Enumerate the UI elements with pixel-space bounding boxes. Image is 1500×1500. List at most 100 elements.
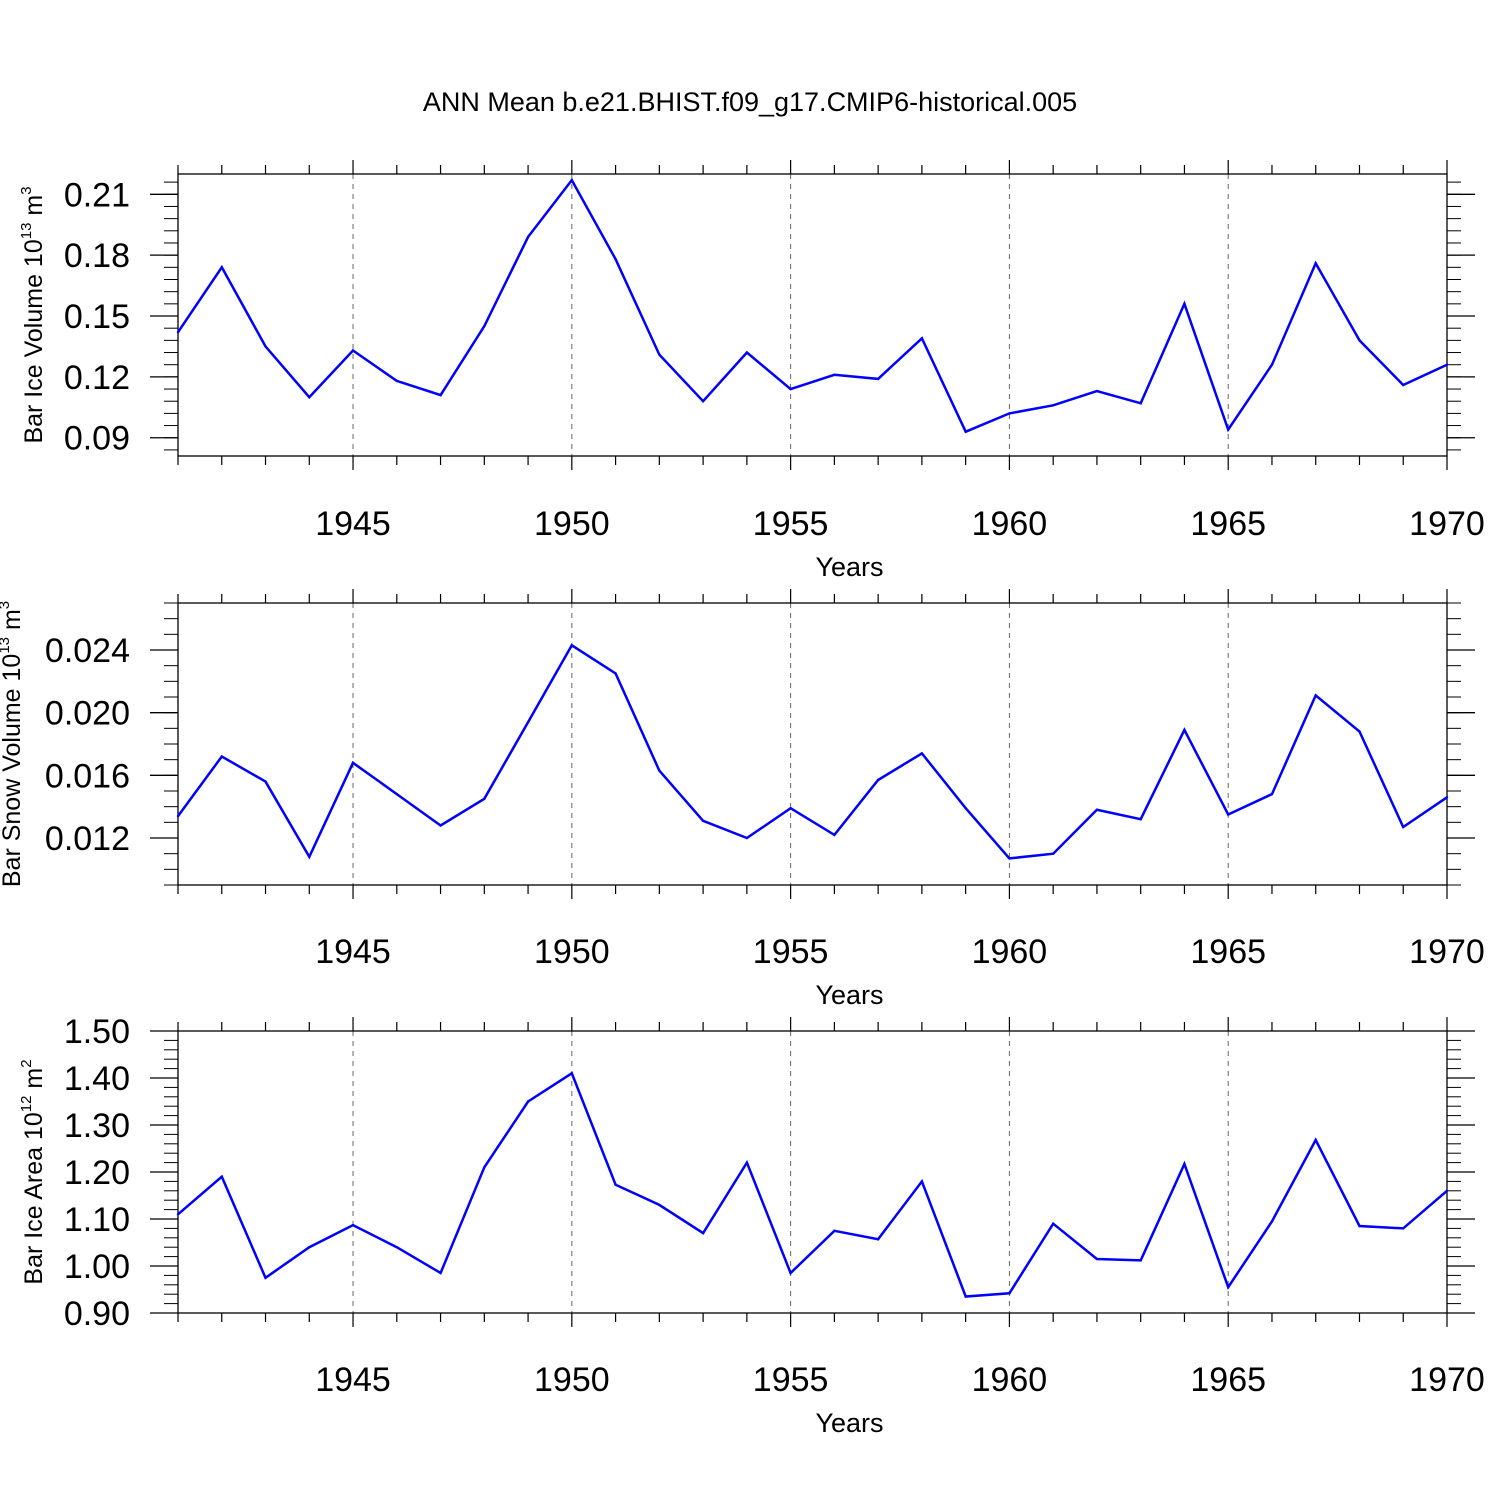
y-axis-title-text: Bar Ice Volume 10	[20, 239, 48, 443]
data-point	[1183, 302, 1186, 306]
data-point	[1051, 404, 1055, 407]
data-point	[570, 1072, 574, 1075]
data-point	[1227, 1285, 1230, 1289]
data-point	[833, 1229, 836, 1232]
x-tick-label: 1965	[1190, 933, 1266, 971]
x-tick-label: 1970	[1409, 505, 1485, 543]
data-point	[701, 1231, 705, 1235]
data-point	[264, 1276, 267, 1279]
data-point	[745, 1161, 749, 1164]
x-tick-label: 1950	[534, 933, 610, 971]
data-point	[176, 1213, 180, 1216]
data-point	[1270, 1220, 1274, 1223]
y-tick-label: 0.012	[45, 820, 130, 858]
data-point	[789, 807, 792, 810]
data-point	[658, 769, 661, 772]
data-point	[220, 1175, 223, 1178]
y-tick-label: 0.90	[64, 1295, 130, 1333]
x-axis-title: Years	[815, 552, 883, 582]
data-point	[876, 1238, 880, 1241]
data-point	[264, 345, 267, 348]
data-point	[789, 1271, 792, 1275]
y-tick-label: 0.020	[45, 695, 130, 733]
data-point	[308, 1246, 311, 1249]
data-point	[1402, 1227, 1405, 1230]
data-point	[395, 379, 398, 383]
data-point	[439, 393, 442, 397]
data-point	[964, 430, 967, 433]
y-tick-label: 0.024	[45, 632, 130, 670]
y-tick-label: 0.016	[45, 757, 130, 795]
data-point	[920, 752, 924, 755]
y-axis-title-text: m	[20, 195, 48, 223]
data-point	[1445, 1189, 1449, 1193]
x-tick-label: 1965	[1190, 505, 1266, 543]
series-line	[176, 177, 1448, 434]
y-axis-title-text: Bar Snow Volume 10	[0, 654, 26, 887]
data-point	[658, 1203, 661, 1207]
data-point	[220, 755, 223, 758]
data-point	[1402, 825, 1405, 829]
data-point	[701, 819, 705, 822]
data-point	[1270, 363, 1274, 366]
y-tick-label: 0.09	[64, 420, 130, 458]
y-tick-label: 0.18	[64, 237, 130, 275]
data-point	[614, 672, 617, 675]
y-axis-title: Bar Ice Volume 1013 m3	[18, 186, 48, 443]
data-point	[483, 797, 486, 801]
y-axis-title: Bar Ice Area 1012 m2	[18, 1059, 48, 1284]
x-tick-label: 1945	[315, 933, 391, 971]
data-point	[920, 337, 924, 340]
data-point	[308, 855, 311, 858]
data-point	[1358, 730, 1361, 733]
data-point	[351, 1223, 355, 1227]
data-point	[395, 1246, 398, 1249]
x-tick-label: 1970	[1409, 933, 1485, 971]
data-point	[1008, 412, 1011, 415]
y-tick-label: 1.20	[64, 1154, 130, 1192]
data-point	[1008, 1292, 1011, 1295]
data-point	[483, 1166, 486, 1169]
data-point	[483, 324, 486, 328]
data-point	[264, 780, 267, 783]
data-point	[745, 836, 749, 840]
x-tick-label: 1955	[753, 1361, 829, 1399]
data-point	[1314, 1138, 1317, 1142]
data-point	[1095, 1257, 1099, 1261]
data-point	[876, 778, 880, 782]
y-axis-title-superscript: 2	[18, 1059, 35, 1067]
data-point	[1445, 796, 1449, 799]
data-point	[1358, 1224, 1361, 1228]
x-tick-label: 1965	[1190, 1361, 1266, 1399]
panel-ice-area: 0.90 1.00 1.10 1.20 1.30 1.40 1.50 1945 1950 1955…	[18, 1013, 1485, 1438]
x-tick-label: 1960	[972, 505, 1048, 543]
x-tick-label: 1945	[315, 1361, 391, 1399]
data-point	[439, 1271, 442, 1275]
data-point	[614, 258, 617, 261]
y-tick-label: 1.40	[64, 1060, 130, 1098]
panel-snow-volume: 0.012 0.016 0.020 0.024 1945 1950 1955 1960 1965…	[0, 589, 1485, 1010]
data-point	[220, 266, 223, 269]
data-point	[876, 377, 880, 381]
data-point	[964, 1295, 967, 1298]
data-point	[395, 792, 398, 796]
y-tick-label: 1.00	[64, 1248, 130, 1286]
data-point	[1139, 1259, 1142, 1262]
data-point	[1358, 339, 1361, 342]
x-tick-label: 1955	[753, 933, 829, 971]
data-point	[920, 1180, 924, 1183]
data-point	[570, 178, 574, 182]
data-point	[658, 353, 661, 356]
x-tick-label: 1950	[534, 1361, 610, 1399]
x-tick-label: 1960	[972, 933, 1048, 971]
data-point	[1139, 402, 1142, 405]
y-axis-title-superscript: 12	[18, 1096, 35, 1113]
panel-ice-volume: 0.09 0.12 0.15 0.18 0.21 1945 1950 1955 1960 1965…	[18, 160, 1485, 582]
data-point	[701, 400, 705, 403]
data-point	[1314, 262, 1317, 265]
y-tick-label: 0.15	[64, 298, 130, 336]
data-point	[614, 1183, 617, 1186]
x-tick-label: 1970	[1409, 1361, 1485, 1399]
x-axis-title: Years	[815, 980, 883, 1010]
